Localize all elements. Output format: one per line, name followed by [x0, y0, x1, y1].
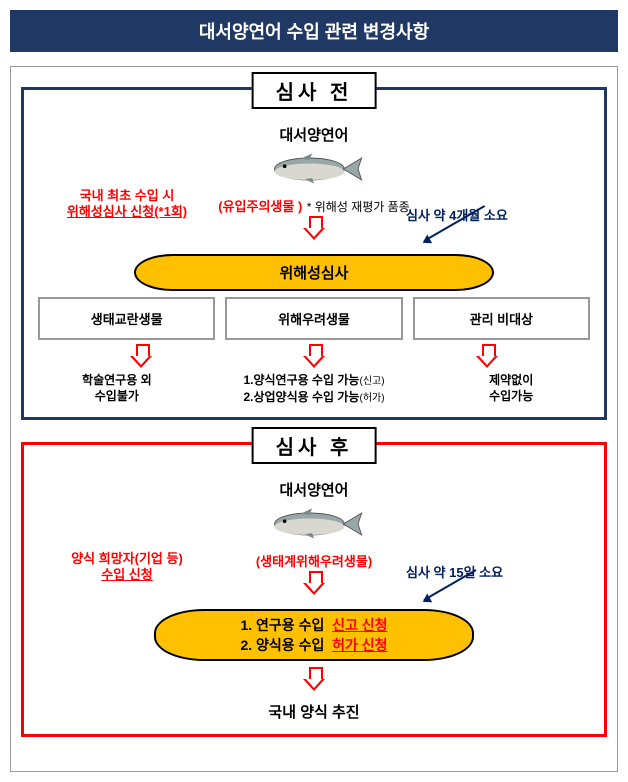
before-outcome-3: 제약없이 수입가능	[432, 372, 590, 405]
before-subtitle: 대서양연어	[34, 124, 594, 145]
after-classification: (생태계위해우려생물)	[256, 554, 372, 569]
before-label: 심사 전	[252, 72, 377, 109]
fish-icon	[34, 504, 594, 549]
after-label: 심사 후	[252, 427, 377, 464]
arrow-down-icon	[303, 216, 325, 242]
after-left-note-1: 양식 희망자(기업 등)	[71, 551, 183, 566]
before-classification: (유입주의생물 )	[218, 199, 302, 214]
before-panel: 심사 전 대서양연어 (유입주의생물 ) * 위해성 재평가 품종 국내	[21, 87, 607, 420]
after-subtitle: 대서양연어	[34, 479, 594, 500]
before-outcome-2: 1.양식연구용 수입 가능(신고) 2.상업양식용 수입 가능(허가)	[204, 372, 425, 405]
result-box-2: 위해우려생물	[225, 297, 402, 340]
after-panel: 심사 후 대서양연어 (생태계위해우려생물) 양식 희망자(기업 등)	[21, 442, 607, 737]
before-left-note-1: 국내 최초 수입 시	[80, 188, 175, 203]
before-oval: 위해성심사	[134, 254, 494, 291]
before-left-note-2: 위해성심사 신청(*1회)	[67, 204, 187, 219]
arrow-down-icon	[303, 571, 325, 597]
page-title: 대서양연어 수입 관련 변경사항	[10, 10, 618, 52]
before-outcome-1: 학술연구용 외 수입불가	[38, 372, 196, 405]
result-box-3: 관리 비대상	[413, 297, 590, 340]
after-left-note-2: 수입 신청	[101, 567, 152, 582]
arrow-down-icon	[303, 344, 325, 370]
after-final: 국내 양식 추진	[34, 701, 594, 722]
arrow-down-icon	[130, 344, 152, 370]
before-note-star: * 위해성 재평가 품종	[307, 200, 410, 214]
result-box-1: 생태교란생물	[38, 297, 215, 340]
after-oval: 1. 연구용 수입 신고 신청 2. 양식용 수입 허가 신청	[154, 609, 474, 661]
panel-container: 심사 전 대서양연어 (유입주의생물 ) * 위해성 재평가 품종 국내	[10, 66, 618, 772]
arrow-down-icon	[303, 667, 325, 693]
after-right-note: 심사 약 15일 소요	[406, 565, 503, 580]
arrow-down-icon	[476, 344, 498, 370]
